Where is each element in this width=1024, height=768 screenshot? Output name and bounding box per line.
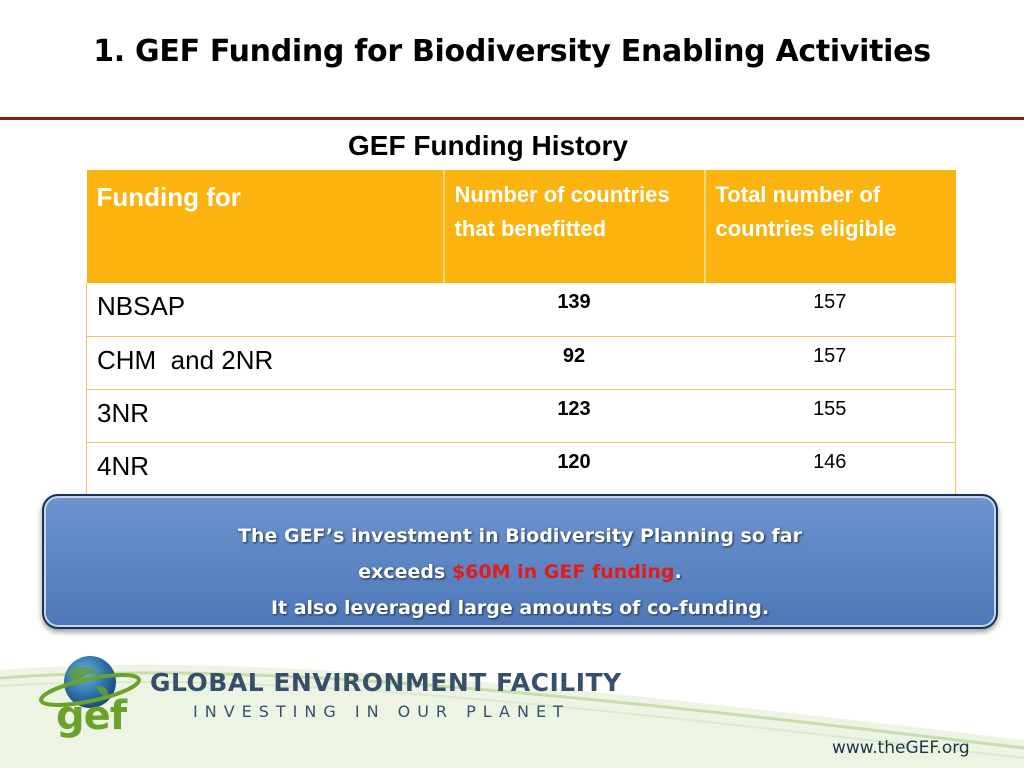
organization-name: GLOBAL ENVIRONMENT FACILITY [150,668,622,697]
funding-history-table: Funding for Number of countries that ben… [86,170,956,496]
callout-text: The GEF’s investment in Biodiversity Pla… [44,518,996,626]
callout-line-3: It also leveraged large amounts of co-fu… [270,597,770,619]
footer-swoosh [0,664,1024,768]
table-row: CHM and 2NR 92 157 [86,336,956,390]
cell-funding-name: CHM and 2NR [86,336,444,390]
organization-tagline: INVESTING IN OUR PLANET [193,702,570,721]
gef-logo-text: gef [56,693,127,739]
funding-amount-highlight: $60M in GEF funding [451,561,675,583]
cell-funding-name: 4NR [86,442,444,496]
table-row: NBSAP 139 157 [86,283,956,337]
cell-eligible: 157 [704,283,956,337]
cell-benefitted: 92 [443,336,705,390]
header-countries-benefitted: Number of countries that benefitted [443,170,706,283]
globe-icon [39,656,141,708]
header-countries-eligible: Total number of countries eligible [704,170,956,283]
table-row: 4NR 120 146 [86,442,956,496]
callout-line-1: The GEF’s investment in Biodiversity Pla… [237,525,802,547]
slide-title: 1. GEF Funding for Biodiversity Enabling… [93,34,931,69]
cell-benefitted: 139 [443,283,705,337]
table-header-row: Funding for Number of countries that ben… [86,170,956,283]
cell-eligible: 146 [704,442,956,496]
table-caption: GEF Funding History [348,130,628,161]
cell-funding-name: NBSAP [86,283,444,337]
header-funding-for: Funding for [86,170,445,283]
cell-benefitted: 120 [443,442,705,496]
callout-line-2: exceeds $60M in GEF funding. [44,554,996,590]
investment-callout: The GEF’s investment in Biodiversity Pla… [42,494,998,629]
cell-eligible: 155 [704,389,956,443]
cell-benefitted: 123 [443,389,705,443]
callout-suffix: . [674,561,682,583]
callout-prefix: exceeds [358,561,452,583]
website-url[interactable]: www.theGEF.org [832,738,970,758]
table-row: 3NR 123 155 [86,389,956,443]
cell-eligible: 157 [704,336,956,390]
title-divider [0,117,1024,120]
cell-funding-name: 3NR [86,389,444,443]
